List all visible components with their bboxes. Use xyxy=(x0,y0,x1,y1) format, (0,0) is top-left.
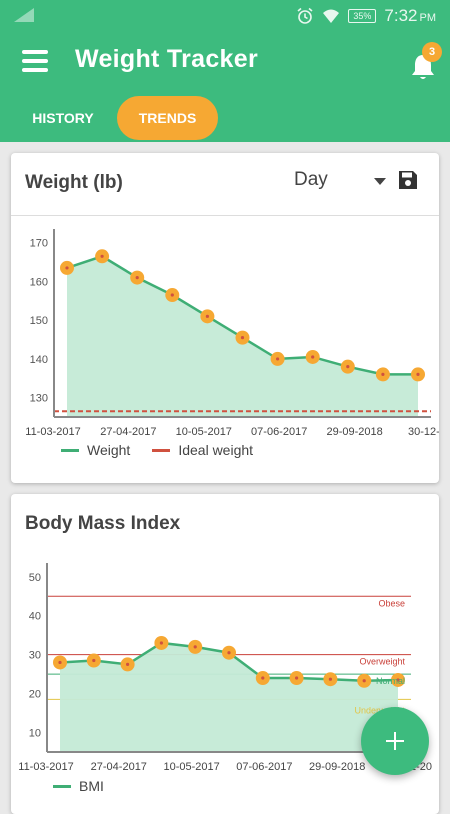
x-tick-label: 07-06-2017 xyxy=(251,426,307,438)
y-tick-label: 160 xyxy=(30,276,48,288)
data-point-center xyxy=(416,372,420,377)
range-dropdown[interactable]: Day xyxy=(294,169,394,197)
tab-bar: HISTORY TRENDS xyxy=(0,92,450,142)
legend-swatch-weight xyxy=(61,448,79,452)
x-tick-label: 07-06-2017 xyxy=(236,761,292,773)
app-bar: Weight Tracker 3 xyxy=(0,32,450,92)
card-divider xyxy=(11,215,439,216)
data-point-center xyxy=(205,314,209,318)
data-point-center xyxy=(135,275,139,280)
legend-item-ideal: Ideal weight xyxy=(152,442,253,458)
bmi-card-title: Body Mass Index xyxy=(25,513,181,534)
x-tick-label: 30-12-20 xyxy=(408,426,439,438)
x-tick-label: 29-09-2018 xyxy=(326,426,382,438)
area-fill xyxy=(67,256,418,417)
zone-label-normal: Normal xyxy=(376,676,405,686)
legend-item-bmi: BMI xyxy=(53,778,104,794)
y-tick-label: 10 xyxy=(29,728,41,740)
data-point-center xyxy=(276,357,280,361)
legend-item-weight: Weight xyxy=(61,442,130,458)
data-point-center xyxy=(362,679,366,683)
y-tick-label: 20 xyxy=(29,689,41,701)
y-tick-label: 150 xyxy=(30,315,48,327)
data-point-center xyxy=(396,678,400,682)
y-tick-label: 140 xyxy=(30,354,48,366)
battery-icon: 35% xyxy=(348,9,377,23)
legend-label-ideal: Ideal weight xyxy=(178,442,254,458)
range-dropdown-value: Day xyxy=(294,169,328,190)
y-tick-label: 30 xyxy=(29,650,41,662)
battery-level: 35% xyxy=(353,11,372,21)
data-point-center xyxy=(328,677,332,681)
x-tick-label: 27-04-2017 xyxy=(91,761,147,773)
clock-time: 7:32 xyxy=(384,6,418,25)
signal-icon xyxy=(14,8,34,22)
data-point-center xyxy=(311,355,315,359)
alarm-icon xyxy=(297,7,313,24)
tab-trends[interactable]: TRENDS xyxy=(117,96,218,140)
status-indicators: 35% 7:32 PM xyxy=(296,6,436,26)
clock-ampm: PM xyxy=(419,11,437,24)
legend-swatch-ideal xyxy=(152,448,171,452)
data-point-center xyxy=(159,641,163,645)
data-point-center xyxy=(100,254,104,258)
zone-label-overweight: Overweight xyxy=(359,657,405,667)
legend-label-bmi: BMI xyxy=(79,778,104,794)
data-point-center xyxy=(92,658,96,663)
legend-swatch-bmi xyxy=(53,784,71,788)
zone-label-obese: Obese xyxy=(378,598,405,608)
weight-legend: Weight Ideal weight xyxy=(61,442,275,458)
weight-card: Weight (lb) Day 130 140 150 160 170 11-03-201… xyxy=(11,153,439,483)
x-tick-label: 11-03-2017 xyxy=(18,761,73,773)
weight-chart: 130 140 150 160 170 11-03-2017 27-04-2017 10-05… xyxy=(25,229,439,438)
y-tick-label: 40 xyxy=(29,611,41,623)
app-title: Weight Tracker xyxy=(75,45,258,73)
save-icon[interactable] xyxy=(396,168,420,192)
y-tick-label: 130 xyxy=(30,393,48,405)
x-tick-label: 10-05-2017 xyxy=(176,426,232,438)
weight-card-title: Weight (lb) xyxy=(25,172,123,193)
x-tick-label: 10-05-2017 xyxy=(163,761,219,773)
menu-icon[interactable] xyxy=(22,50,48,72)
y-tick-label: 170 xyxy=(30,238,48,250)
data-point-center xyxy=(193,645,197,649)
data-point-center xyxy=(126,662,130,666)
chevron-down-icon xyxy=(374,178,386,185)
data-point-center xyxy=(170,293,174,297)
bmi-legend: BMI xyxy=(53,778,126,794)
data-point-center xyxy=(65,266,69,270)
data-point-center xyxy=(381,372,385,377)
add-entry-button[interactable] xyxy=(361,707,429,775)
legend-label-weight: Weight xyxy=(87,442,131,458)
notifications-button[interactable]: 3 xyxy=(408,42,442,80)
tab-history[interactable]: HISTORY xyxy=(32,110,94,126)
x-tick-label: 11-03-2017 xyxy=(25,426,80,438)
notification-badge: 3 xyxy=(422,42,442,62)
x-tick-label: 29-09-2018 xyxy=(309,761,365,773)
data-point-center xyxy=(58,660,62,665)
wifi-icon xyxy=(323,9,340,23)
data-point-center xyxy=(227,651,231,655)
data-point-center xyxy=(261,676,265,680)
x-tick-label: 27-04-2017 xyxy=(100,426,156,438)
area-fill xyxy=(60,642,398,752)
data-point-center xyxy=(295,676,299,680)
y-tick-label: 50 xyxy=(29,572,41,584)
data-point-center xyxy=(240,336,245,340)
data-point-center xyxy=(346,365,350,369)
status-bar: 35% 7:32 PM xyxy=(0,0,450,32)
